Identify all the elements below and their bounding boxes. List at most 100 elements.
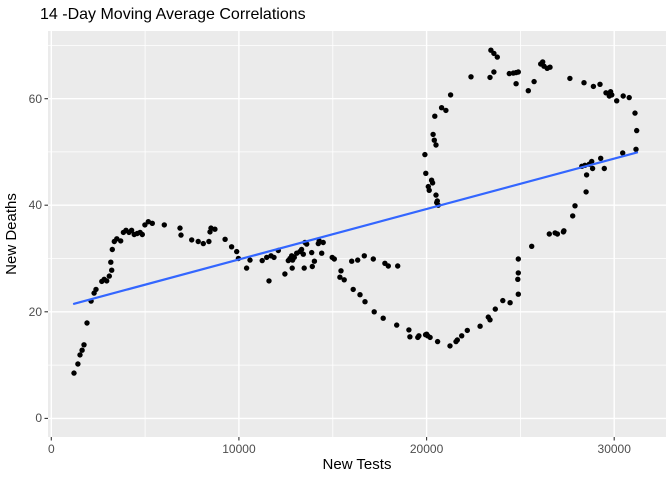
data-point xyxy=(161,222,167,228)
data-point xyxy=(438,105,445,111)
data-point xyxy=(546,231,552,237)
data-point xyxy=(487,74,493,81)
y-tick-label: 60 xyxy=(28,91,42,106)
data-point xyxy=(515,256,521,262)
data-point xyxy=(228,244,235,250)
data-point xyxy=(84,320,90,326)
data-point xyxy=(554,231,561,237)
data-point xyxy=(589,165,596,172)
x-tick-label: 30000 xyxy=(597,442,631,456)
data-point xyxy=(547,64,553,70)
data-point xyxy=(583,189,589,195)
data-point xyxy=(106,273,113,279)
data-point xyxy=(567,75,573,82)
data-point xyxy=(385,263,391,269)
data-point xyxy=(429,180,436,186)
x-axis-title: New Tests xyxy=(322,456,392,473)
data-point xyxy=(432,113,438,119)
data-point xyxy=(447,343,453,349)
data-point xyxy=(492,306,498,312)
data-point xyxy=(320,239,326,246)
data-point xyxy=(301,265,307,271)
data-point xyxy=(300,251,306,257)
data-point xyxy=(491,50,497,57)
data-point xyxy=(609,92,615,98)
y-axis-title: New Deaths xyxy=(3,193,20,275)
data-point xyxy=(264,254,270,261)
data-point xyxy=(178,232,184,238)
data-point xyxy=(79,347,85,353)
data-point xyxy=(71,370,77,376)
data-point xyxy=(468,74,474,80)
data-point xyxy=(259,257,265,264)
data-point xyxy=(118,238,124,244)
data-point xyxy=(434,199,440,206)
data-point xyxy=(108,259,114,265)
data-point xyxy=(590,83,597,90)
data-point xyxy=(443,107,449,114)
data-point xyxy=(513,81,519,87)
y-tick-label: 40 xyxy=(28,198,42,213)
data-point xyxy=(81,342,87,348)
data-point xyxy=(331,256,337,262)
data-point xyxy=(212,226,218,232)
data-point xyxy=(206,238,212,245)
data-point xyxy=(515,270,521,276)
data-point xyxy=(149,220,155,226)
data-point xyxy=(477,323,483,329)
data-point xyxy=(271,254,277,261)
data-point xyxy=(349,258,355,264)
data-point xyxy=(454,337,460,343)
data-point xyxy=(500,297,506,304)
data-point xyxy=(357,292,363,298)
data-point xyxy=(597,81,603,88)
data-point xyxy=(109,246,116,253)
data-point xyxy=(195,238,201,245)
data-point xyxy=(200,240,206,247)
chart-title: 14 -Day Moving Average Correlations xyxy=(40,6,306,23)
data-point xyxy=(632,110,638,116)
data-point xyxy=(361,253,367,259)
data-point xyxy=(540,59,546,65)
data-point xyxy=(601,165,607,172)
data-point xyxy=(431,137,437,143)
data-point xyxy=(77,352,83,358)
data-point xyxy=(529,243,535,249)
data-point xyxy=(407,334,413,340)
data-point xyxy=(433,142,439,148)
data-point xyxy=(487,317,493,323)
data-point xyxy=(243,265,250,271)
data-point xyxy=(142,222,148,228)
data-point xyxy=(433,192,439,198)
data-point xyxy=(75,361,81,367)
data-point xyxy=(309,263,315,270)
data-point xyxy=(494,54,500,60)
data-point xyxy=(434,338,441,345)
data-point xyxy=(350,286,356,293)
data-point xyxy=(395,263,401,269)
data-point xyxy=(319,250,325,256)
data-point xyxy=(370,256,376,262)
data-point xyxy=(311,258,318,264)
data-point xyxy=(282,271,288,277)
data-point xyxy=(362,299,368,305)
data-point xyxy=(464,327,470,334)
data-point xyxy=(380,315,386,321)
data-point xyxy=(620,150,626,156)
data-point xyxy=(109,267,115,273)
x-tick-label: 10000 xyxy=(222,442,256,456)
data-point xyxy=(634,127,640,134)
data-point xyxy=(128,227,135,233)
data-point xyxy=(525,88,531,94)
data-point xyxy=(338,268,344,274)
trend-line xyxy=(72,151,639,305)
data-point xyxy=(139,231,145,238)
y-tick-label: 20 xyxy=(28,304,42,319)
data-point xyxy=(394,322,400,328)
data-point xyxy=(422,151,428,158)
data-point xyxy=(515,69,521,75)
data-point xyxy=(447,92,454,98)
data-point xyxy=(515,291,521,297)
